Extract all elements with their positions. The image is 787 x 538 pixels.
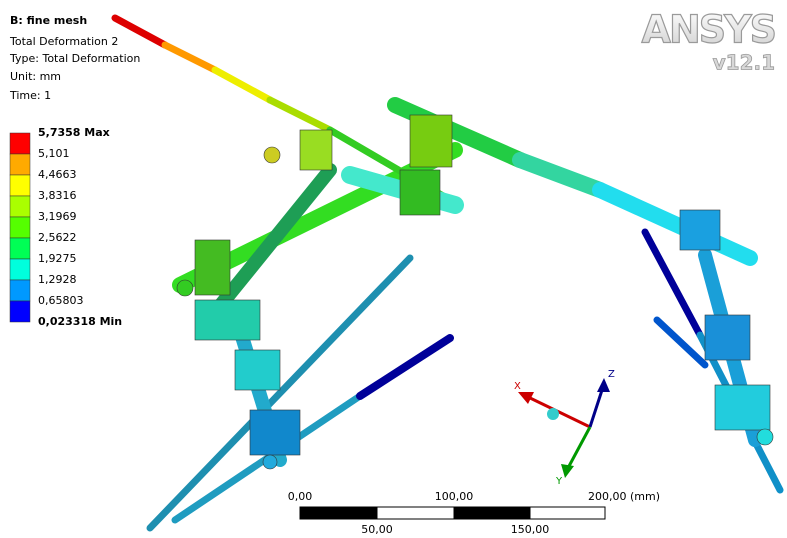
scale-bar xyxy=(300,507,605,519)
legend-labels: 5,7358 Max 5,101 4,4663 3,8316 3,1969 2,5622 1… xyxy=(38,126,122,328)
header-line: Type: Total Deformation xyxy=(9,52,140,65)
result-title: B: fine mesh xyxy=(10,14,87,27)
header-line: Unit: mm xyxy=(10,70,61,83)
legend-label: 2,5622 xyxy=(38,231,77,244)
legend-label: 0,65803 xyxy=(38,294,84,307)
scale-label: 200,00 (mm) xyxy=(588,490,660,503)
legend-label: 5,7358 Max xyxy=(38,126,110,139)
scale-label: 100,00 xyxy=(435,490,474,503)
legend-label: 0,023318 Min xyxy=(38,315,122,328)
viewport: B: fine mesh Total Deformation 2 Type: T… xyxy=(0,0,787,538)
scale-label: 50,00 xyxy=(361,523,393,536)
scale-label: 150,00 xyxy=(511,523,550,536)
logo-version: v12.1 xyxy=(713,51,775,75)
axis-triad xyxy=(518,378,610,478)
legend-label: 1,2928 xyxy=(38,273,77,286)
legend-label: 1,9275 xyxy=(38,252,77,265)
logo: ANSYS xyxy=(642,8,775,52)
triad-y-label: Y xyxy=(555,476,563,487)
triad-z-label: Z xyxy=(608,369,615,380)
triad-x-label: X xyxy=(514,381,521,392)
legend-label: 5,101 xyxy=(38,147,70,160)
scale-label: 0,00 xyxy=(288,490,313,503)
legend-colors xyxy=(10,133,30,322)
model xyxy=(115,18,780,528)
legend-label: 4,4663 xyxy=(38,168,77,181)
legend-label: 3,1969 xyxy=(38,210,77,223)
header-line: Time: 1 xyxy=(9,89,51,102)
legend-label: 3,8316 xyxy=(38,189,77,202)
header-line: Total Deformation 2 xyxy=(9,35,118,48)
